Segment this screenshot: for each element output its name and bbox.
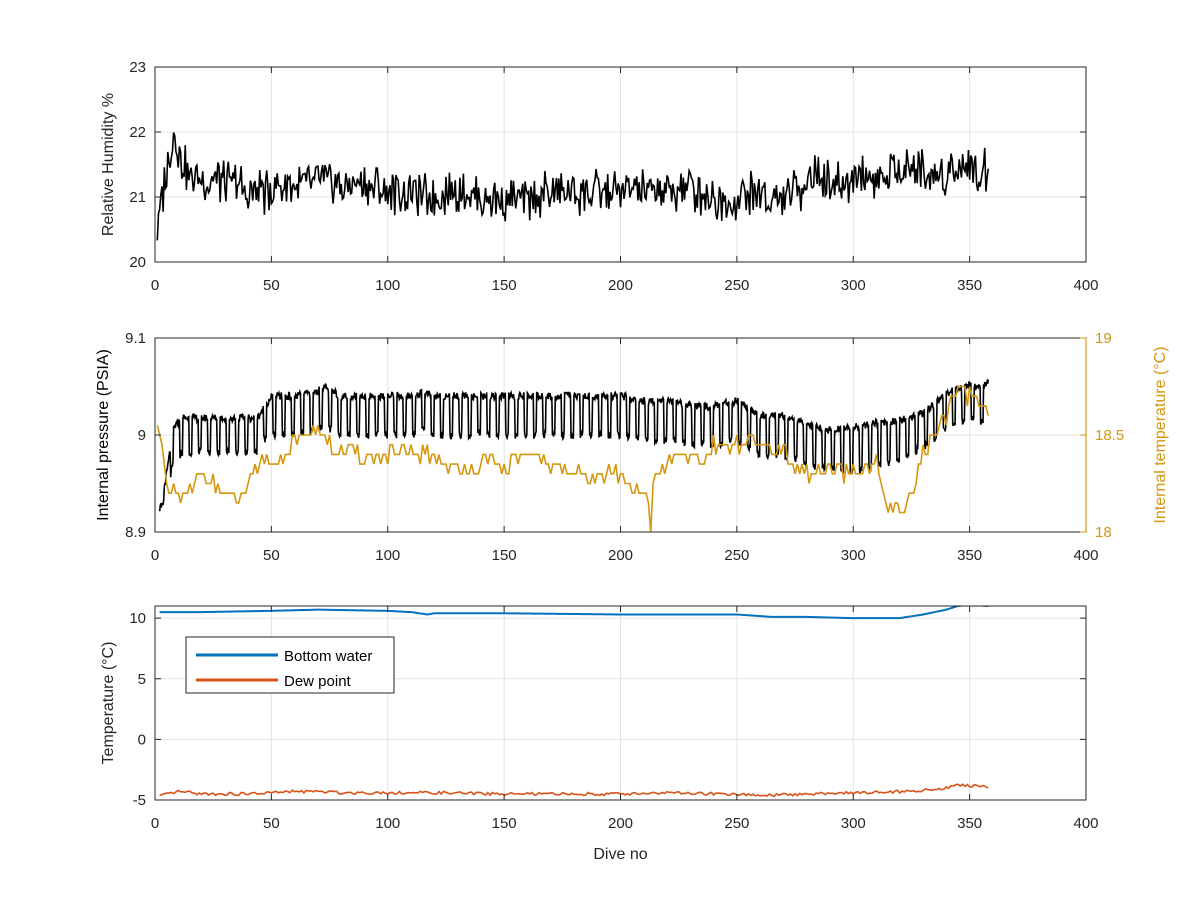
x-tick-label: 100 bbox=[375, 815, 400, 832]
x-tick-label: 150 bbox=[492, 815, 517, 832]
x-tick-label: 350 bbox=[957, 815, 982, 832]
y-tick-label: -5 bbox=[133, 792, 146, 809]
series-line-bottom-water bbox=[159, 606, 989, 620]
legend-entry: Dew point bbox=[284, 673, 352, 690]
legend-entry: Bottom water bbox=[284, 648, 372, 665]
x-tick-label: 50 bbox=[263, 547, 280, 564]
x-tick-label: 150 bbox=[492, 277, 517, 294]
x-tick-label: 300 bbox=[841, 815, 866, 832]
x-tick-label: 250 bbox=[724, 547, 749, 564]
x-tick-label: 100 bbox=[375, 547, 400, 564]
series-line-internal-temperature bbox=[156, 385, 990, 532]
x-tick-label: 150 bbox=[492, 547, 517, 564]
y-axis-label: Internal pressure (PSIA) bbox=[95, 349, 112, 521]
x-tick-label: 250 bbox=[724, 815, 749, 832]
legend: Bottom water Dew point bbox=[185, 636, 395, 694]
y-tick-label: 23 bbox=[129, 59, 146, 76]
chart-panel-1: 0 50 100 150 200 250 300 350 400 20 21 22 23 Relative… bbox=[100, 59, 1099, 294]
y2-axis-label: Internal temperature (°C) bbox=[1152, 346, 1169, 523]
y-tick-label: 5 bbox=[138, 671, 146, 688]
series-line-dew-point bbox=[159, 783, 989, 798]
x-tick-label: 350 bbox=[957, 547, 982, 564]
x-tick-label: 300 bbox=[841, 547, 866, 564]
y-tick-label: 9 bbox=[138, 427, 146, 444]
x-tick-label: 400 bbox=[1073, 277, 1098, 294]
x-tick-label: 0 bbox=[151, 815, 159, 832]
x-tick-label: 200 bbox=[608, 815, 633, 832]
y2-tick-label: 18.5 bbox=[1095, 427, 1124, 444]
y-tick-label: 8.9 bbox=[125, 524, 146, 541]
y-axis-label: Relative Humidity % bbox=[100, 93, 117, 236]
x-tick-label: 200 bbox=[608, 547, 633, 564]
chart-panel-2: 0 50 100 150 200 250 300 350 400 8.9 9 9.1 18 18.5 19 I… bbox=[95, 330, 1169, 564]
y2-tick-label: 18 bbox=[1095, 524, 1112, 541]
x-tick-label: 200 bbox=[608, 277, 633, 294]
x-tick-label: 100 bbox=[375, 277, 400, 294]
plot-area bbox=[156, 132, 990, 241]
x-tick-label: 350 bbox=[957, 277, 982, 294]
x-tick-label: 0 bbox=[151, 547, 159, 564]
series-line-humidity bbox=[156, 132, 990, 241]
x-tick-label: 400 bbox=[1073, 815, 1098, 832]
chart-panel-3: 0 50 100 150 200 250 300 350 400 -5 0 5 10 Temperatur… bbox=[100, 605, 1099, 863]
legend-box bbox=[185, 636, 395, 694]
y-tick-label: 22 bbox=[129, 124, 146, 141]
series-line-pressure bbox=[158, 378, 990, 512]
y-tick-label: 20 bbox=[129, 254, 146, 271]
x-tick-label: 50 bbox=[263, 815, 280, 832]
x-tick-label: 0 bbox=[151, 277, 159, 294]
y-tick-label: 10 bbox=[129, 610, 146, 627]
x-tick-label: 400 bbox=[1073, 547, 1098, 564]
y-tick-label: 9.1 bbox=[125, 330, 146, 347]
x-tick-label: 300 bbox=[841, 277, 866, 294]
y-tick-label: 21 bbox=[129, 189, 146, 206]
x-tick-label: 50 bbox=[263, 277, 280, 294]
x-tick-label: 250 bbox=[724, 277, 749, 294]
y-tick-label: 0 bbox=[138, 731, 146, 748]
x-axis-label: Dive no bbox=[593, 846, 647, 863]
y-axis-label: Temperature (°C) bbox=[100, 642, 117, 765]
y2-tick-label: 19 bbox=[1095, 330, 1112, 347]
plot-area bbox=[156, 378, 990, 532]
plot-area bbox=[159, 606, 989, 798]
